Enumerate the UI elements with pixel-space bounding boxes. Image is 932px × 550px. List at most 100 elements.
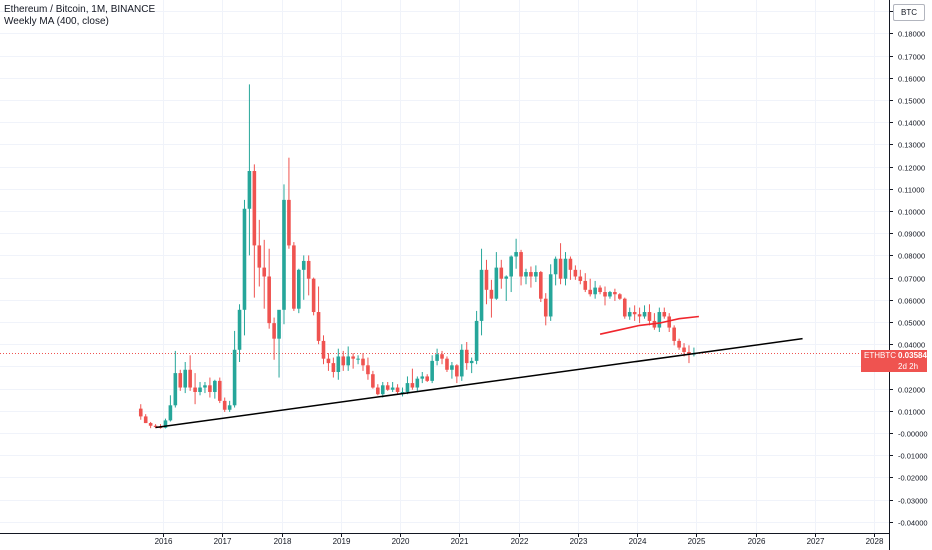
candle-body — [380, 385, 385, 395]
candle-body — [435, 354, 439, 361]
candle — [366, 357, 370, 380]
time-tick-label: 2025 — [688, 537, 706, 546]
candle-body — [430, 360, 434, 381]
candle-body — [163, 420, 168, 428]
candle — [677, 338, 681, 350]
candle — [647, 304, 652, 326]
candle — [524, 268, 528, 285]
candle-body — [657, 312, 662, 328]
candle — [692, 347, 696, 357]
price-tick-label: 0.06000 — [898, 297, 925, 306]
candle — [563, 252, 568, 286]
trend-line[interactable] — [155, 337, 803, 429]
candle — [272, 317, 276, 360]
candle-body — [356, 358, 360, 360]
candle — [499, 259, 504, 289]
candle — [405, 376, 410, 395]
candle-body — [326, 358, 331, 364]
candle-body — [529, 272, 533, 277]
price-tick-label: -0.02000 — [898, 474, 928, 483]
candle-body — [662, 312, 667, 317]
candle-body — [316, 312, 321, 341]
price-tick-label: -0.00000 — [898, 430, 928, 439]
time-axis[interactable]: 2016 2017 2018 2019 2020 2021 2022 2023 2024 2025… — [155, 533, 884, 546]
candle — [390, 381, 395, 392]
candle — [578, 269, 583, 285]
candle-body — [301, 260, 306, 270]
candle-body — [445, 358, 449, 370]
candle-body — [395, 387, 400, 392]
candle — [632, 305, 637, 321]
candle-body — [632, 312, 637, 315]
candle — [262, 239, 267, 309]
candle — [573, 265, 578, 280]
candle — [672, 325, 676, 346]
candle — [168, 395, 173, 422]
symbol-title[interactable]: Ethereum / Bitcoin, 1M, BINANCE — [4, 4, 156, 15]
time-tick-label: 2028 — [866, 537, 884, 546]
candle-body — [598, 287, 602, 293]
candle-body — [450, 365, 454, 370]
candle — [380, 381, 385, 398]
candle-body — [277, 309, 281, 339]
price-tag-symbol: ETHBTC — [864, 351, 896, 360]
price-tick-label: -0.04000 — [898, 519, 928, 528]
candle — [627, 307, 632, 320]
candle-body — [376, 387, 380, 395]
candle-body — [217, 380, 222, 401]
candle — [504, 275, 509, 301]
candle-body — [677, 340, 681, 348]
candle — [193, 373, 197, 405]
candle-body — [262, 267, 267, 277]
candle — [459, 344, 464, 381]
candle-body — [464, 349, 469, 364]
candle-body — [667, 316, 672, 328]
candle — [484, 259, 489, 305]
candle — [395, 384, 400, 395]
candle — [213, 379, 217, 399]
price-tick-label: 0.09000 — [898, 230, 925, 239]
time-tick-label: 2026 — [748, 537, 766, 546]
candle — [267, 248, 271, 329]
candle — [430, 355, 434, 384]
candle — [232, 330, 237, 408]
candle-body — [534, 272, 538, 277]
candle-body — [543, 298, 548, 317]
time-tick-label: 2021 — [451, 537, 469, 546]
time-tick-label: 2027 — [807, 537, 825, 546]
candle — [198, 381, 202, 396]
price-tag-value: 0.03584 — [898, 351, 927, 360]
candle — [455, 364, 459, 384]
price-tick-label: 0.11000 — [898, 186, 925, 195]
candle-body — [168, 405, 173, 421]
price-tick-label: 0.02000 — [898, 386, 925, 395]
candle-body — [222, 400, 227, 410]
candle-body — [405, 383, 410, 392]
candle — [208, 377, 212, 398]
price-axis[interactable]: 0.190000.180000.170000.160000.150000.140… — [889, 8, 928, 528]
candle — [188, 355, 192, 391]
candle — [618, 293, 622, 300]
candle-body — [257, 245, 262, 268]
candle — [622, 297, 627, 319]
candle — [543, 293, 548, 326]
candle-body — [148, 423, 153, 426]
candle-body — [509, 256, 513, 277]
price-tick-label: 0.05000 — [898, 319, 925, 328]
candle — [287, 157, 291, 249]
chart-legend: Ethereum / Bitcoin, 1M, BINANCE Weekly M… — [4, 4, 155, 28]
candle-body — [420, 376, 425, 379]
candle — [420, 371, 425, 384]
weekly-ma-line[interactable] — [599, 315, 699, 335]
candle-body — [494, 267, 499, 299]
candle — [494, 252, 499, 300]
price-tick-label: 0.18000 — [898, 30, 925, 39]
candle — [252, 164, 257, 298]
candle-body — [321, 340, 326, 359]
indicator-label[interactable]: Weekly MA (400, close) — [4, 16, 109, 27]
candle-body — [282, 199, 286, 310]
candle-body — [603, 292, 607, 297]
candle-body — [272, 323, 276, 339]
currency-button[interactable]: BTC — [893, 4, 925, 21]
